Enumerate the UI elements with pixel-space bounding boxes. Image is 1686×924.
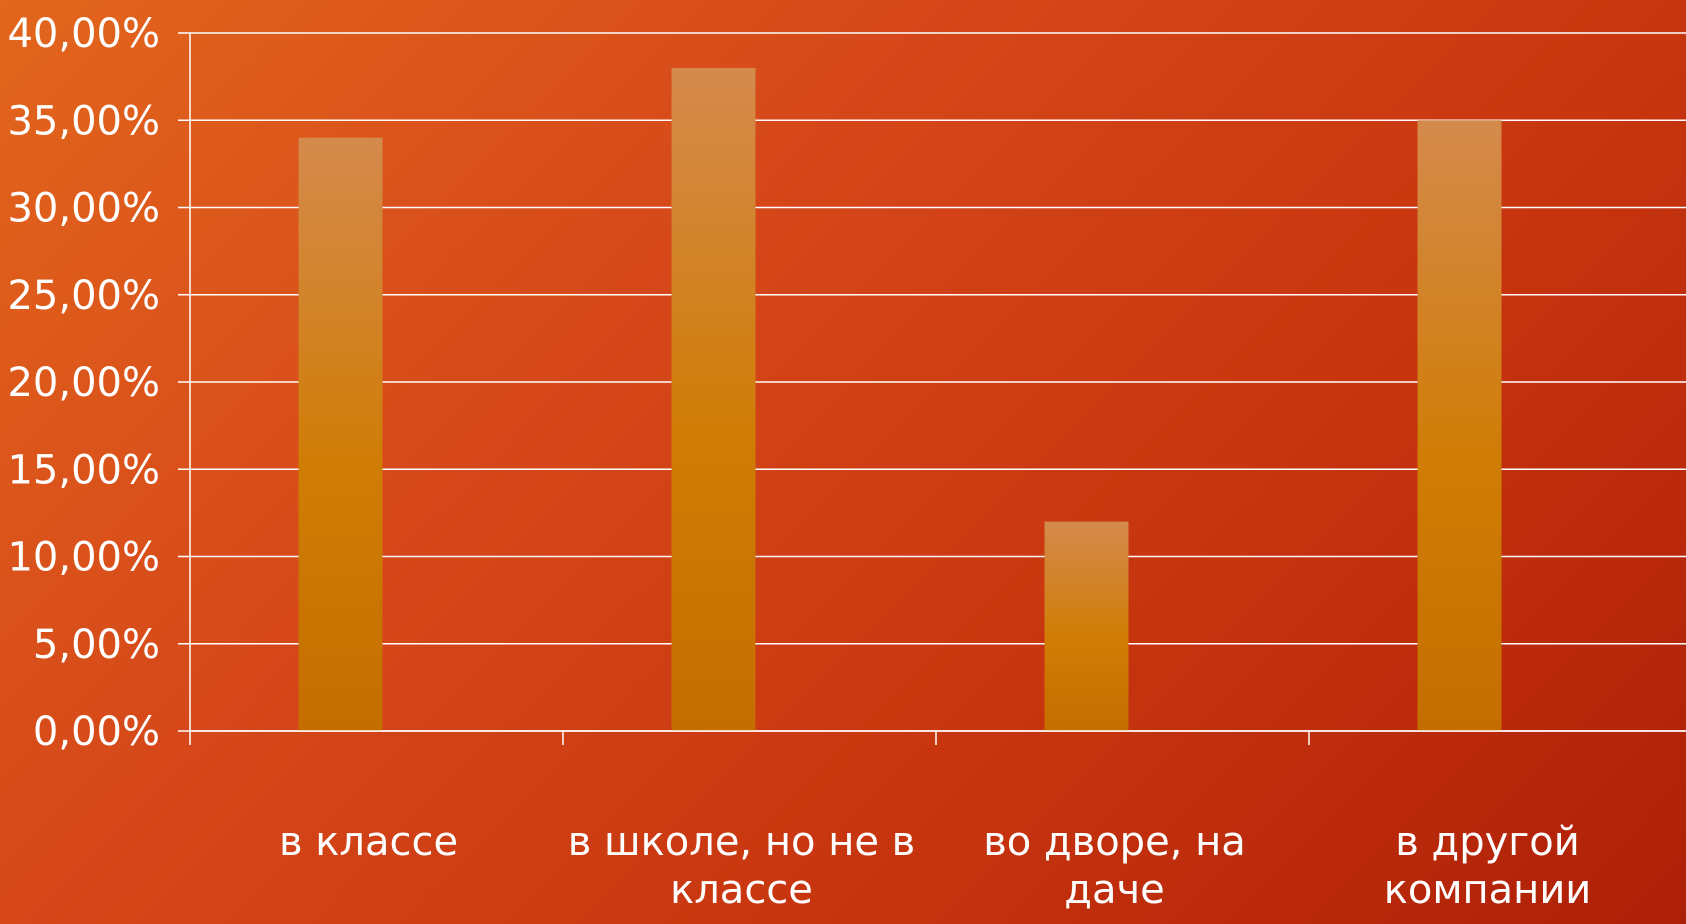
- bars: [298, 67, 1502, 731]
- bar: [671, 67, 756, 731]
- y-tick-label: 35,00%: [7, 98, 160, 144]
- axes: [189, 33, 1686, 745]
- x-category-label-line: в школе, но не в: [568, 819, 916, 865]
- y-tick-label: 40,00%: [7, 11, 160, 57]
- x-axis-category-labels: в классе в школе, но не в классе во дворе, …: [279, 819, 1591, 913]
- y-tick-label: 0,00%: [33, 709, 160, 755]
- x-category-label: в другой компании: [1384, 819, 1592, 913]
- x-category-label: во дворе, на даче: [983, 819, 1246, 913]
- y-tick-label: 30,00%: [7, 186, 160, 232]
- x-category-label: в классе: [279, 819, 458, 865]
- x-category-label: в школе, но не в классе: [568, 819, 916, 913]
- y-tick-label: 10,00%: [7, 535, 160, 581]
- x-category-label-line: во дворе, на: [983, 819, 1246, 865]
- bar: [1044, 521, 1129, 731]
- y-tick-label: 25,00%: [7, 273, 160, 319]
- y-tick-label: 20,00%: [7, 360, 160, 406]
- bar: [298, 137, 383, 731]
- x-category-label-line: классе: [670, 867, 813, 913]
- gridlines: [178, 32, 1686, 732]
- x-category-label-line: компании: [1384, 867, 1592, 913]
- y-axis-tick-labels: 0,00% 5,00% 10,00% 15,00% 20,00% 25,00% 30,00%…: [7, 11, 160, 755]
- y-tick-label: 5,00%: [33, 622, 160, 668]
- x-category-label-line: в другой: [1395, 819, 1580, 865]
- bar: [1417, 120, 1502, 731]
- y-tick-label: 15,00%: [7, 447, 160, 493]
- x-category-label-line: даче: [1064, 867, 1164, 913]
- x-category-label-line: в классе: [279, 819, 458, 865]
